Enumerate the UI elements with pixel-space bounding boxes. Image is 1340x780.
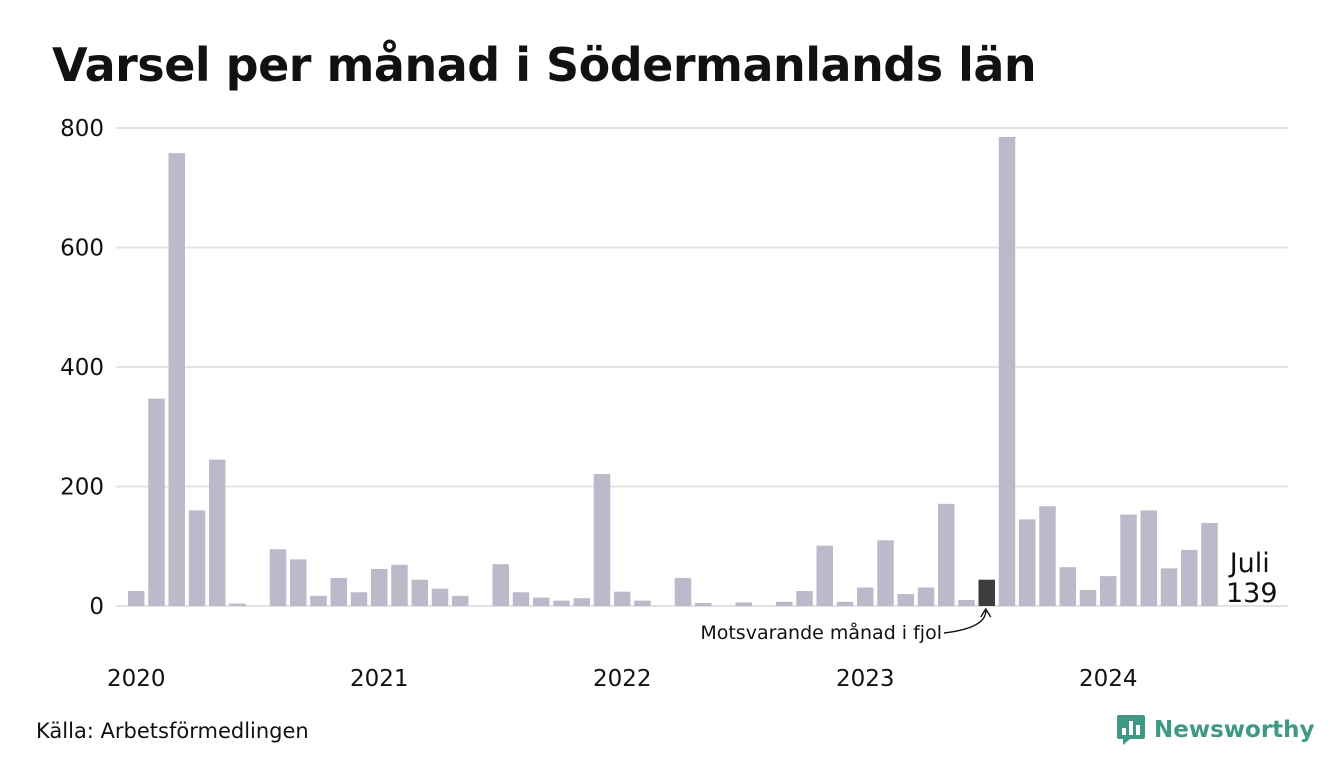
bar [917, 587, 935, 606]
bars [128, 136, 1218, 606]
bar [674, 577, 692, 606]
y-tick-label: 0 [89, 594, 104, 620]
brand-name: Newsworthy [1154, 717, 1315, 743]
highlight-month-label: Juli [1228, 548, 1270, 579]
bar [188, 510, 206, 606]
bar [614, 591, 631, 606]
last-year-annotation: Motsvarande månad i fjol [700, 621, 942, 644]
bar [128, 591, 145, 606]
bar [938, 503, 955, 606]
bar [573, 598, 590, 606]
annotation-arrow-head [980, 607, 992, 618]
bar [1140, 510, 1157, 606]
bar [290, 559, 307, 606]
bar [776, 601, 793, 606]
bar [1181, 549, 1198, 606]
bar [371, 568, 388, 606]
bar [1039, 506, 1056, 606]
bar [796, 591, 813, 606]
x-year-label: 2021 [350, 666, 409, 692]
bar [816, 545, 833, 606]
bar [209, 459, 226, 606]
bar [836, 601, 854, 606]
bar [512, 592, 530, 606]
x-year-label: 2023 [836, 666, 895, 692]
bar [411, 579, 428, 606]
bar [553, 600, 570, 606]
bar [695, 603, 712, 606]
bar [897, 594, 914, 606]
bar [1059, 567, 1076, 606]
annotation-arrow-line [943, 610, 987, 634]
bar [431, 588, 449, 606]
y-tick-label: 400 [60, 355, 104, 381]
y-tick-label: 600 [60, 236, 104, 262]
x-year-label: 2020 [107, 666, 166, 692]
brand-logo: Newsworthy [1116, 713, 1315, 747]
bar [958, 600, 975, 606]
bar [148, 398, 165, 606]
bar [1100, 576, 1117, 606]
bar [391, 564, 408, 606]
y-tick-label: 200 [60, 475, 104, 501]
bar [634, 600, 651, 606]
bar [998, 136, 1016, 606]
source-note: Källa: Arbetsförmedlingen [36, 719, 309, 743]
chart-title: Varsel per månad i Södermanlands län [52, 38, 1037, 92]
bar [877, 540, 894, 606]
bar [857, 587, 874, 606]
bar [350, 592, 368, 606]
bar [1019, 519, 1036, 606]
bar [330, 577, 347, 606]
bar [1201, 522, 1218, 606]
bar [1120, 514, 1137, 606]
bar [735, 602, 752, 606]
bar [1160, 568, 1178, 606]
bar [310, 595, 327, 606]
newsworthy-logo-icon [1117, 715, 1145, 745]
y-axis-ticks: 0 200 400 600 800 [60, 116, 104, 620]
bar [1079, 589, 1097, 606]
bar [229, 603, 246, 606]
y-tick-label: 800 [60, 116, 104, 142]
bar [492, 564, 509, 606]
bar [269, 549, 287, 606]
x-axis-year-labels: 2020 2021 2022 2023 2024 [107, 666, 1138, 692]
x-year-label: 2022 [593, 666, 652, 692]
gridlines [116, 127, 1288, 607]
bar [452, 595, 469, 606]
bar [168, 153, 185, 606]
bar-last-year [978, 579, 995, 606]
bar-chart: 0 200 400 600 800 2020 2021 2022 2023 2024 Juli1… [60, 116, 1288, 692]
bar [533, 597, 550, 606]
x-year-label: 2024 [1079, 666, 1138, 692]
bar [593, 473, 611, 606]
highlight-value-label: 139 [1226, 578, 1278, 609]
